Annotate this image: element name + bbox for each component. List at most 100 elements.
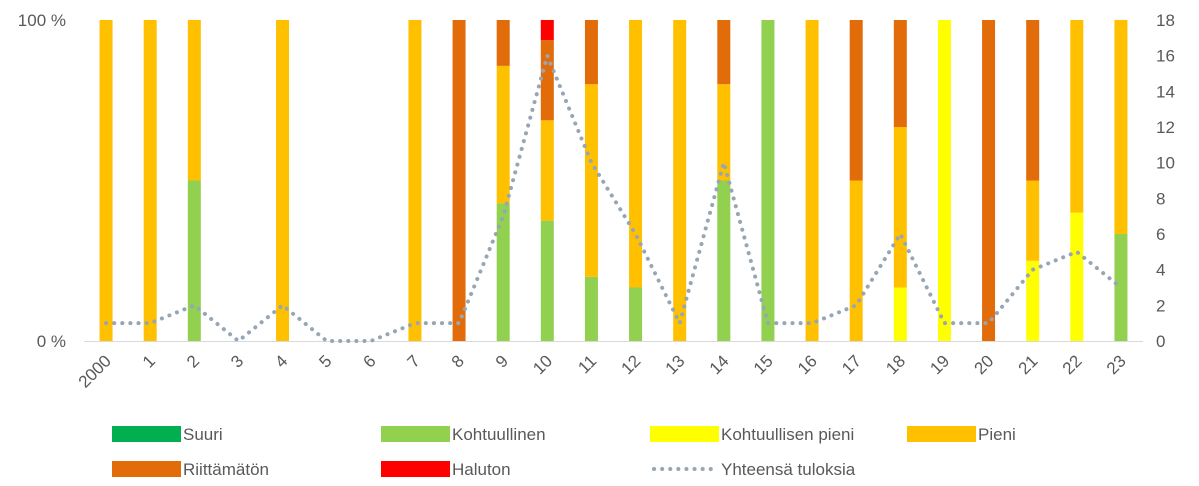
legend-label: Kohtuullinen [452, 425, 546, 444]
legend-entry: Yhteensä tuloksia [652, 460, 856, 479]
right-tick-label: 14 [1156, 82, 1175, 101]
bar-segment [717, 20, 731, 85]
x-tick-label: 13 [662, 351, 689, 378]
right-tick-label: 10 [1156, 154, 1175, 173]
right-tick-label: 4 [1156, 261, 1165, 280]
x-tick-label: 18 [882, 351, 909, 378]
bar-segment [1070, 212, 1084, 341]
bars-layer [99, 20, 1128, 342]
right-tick-label: 16 [1156, 47, 1175, 66]
left-axis-ticks: 100 % 0 % [18, 11, 66, 351]
legend: Suuri Kohtuullinen Kohtuullisen pieni Pieni… [112, 425, 1016, 479]
x-tick-label: 2000 [75, 351, 115, 391]
legend-entry: Suuri [112, 425, 223, 444]
legend-entry: Kohtuullisen pieni [650, 425, 854, 444]
x-tick-label: 14 [706, 351, 733, 378]
legend-entry: Kohtuullinen [381, 425, 546, 444]
right-tick-label: 2 [1156, 296, 1165, 315]
bar-segment [584, 276, 598, 341]
legend-label: Yhteensä tuloksia [721, 460, 856, 479]
bar-segment [143, 20, 157, 341]
x-tick-label: 19 [926, 351, 953, 378]
x-tick-label: 6 [360, 351, 380, 371]
x-tick-label: 9 [492, 351, 512, 371]
x-tick-label: 8 [448, 351, 468, 371]
x-tick-label: 20 [971, 351, 998, 378]
legend-swatch [381, 426, 450, 442]
legend-entry: Riittämätön [112, 460, 269, 479]
x-tick-label: 10 [529, 351, 556, 378]
x-tick-label: 16 [794, 351, 821, 378]
bar-segment [893, 287, 907, 341]
bar-segment [1026, 20, 1040, 181]
bar-segment [893, 127, 907, 288]
bar-segment [408, 20, 422, 341]
total-line-layer [104, 53, 1123, 343]
legend-label: Pieni [978, 425, 1016, 444]
bar-segment [187, 20, 201, 181]
right-axis-ticks: 0 2 4 6 8 10 12 14 16 18 [1156, 11, 1175, 351]
bar-segment [452, 20, 466, 341]
right-tick-label: 8 [1156, 189, 1165, 208]
bar-segment [99, 20, 113, 341]
x-tick-label: 15 [750, 351, 777, 378]
bar-segment [1026, 180, 1040, 261]
bar-segment [496, 65, 510, 204]
bar-segment [805, 20, 819, 341]
bar-segment [540, 120, 554, 221]
legend-swatch [112, 426, 181, 442]
legend-label: Kohtuullisen pieni [721, 425, 854, 444]
right-tick-label: 0 [1156, 332, 1165, 351]
legend-swatch [650, 426, 719, 442]
legend-swatch [112, 461, 181, 477]
bar-segment [584, 84, 598, 277]
legend-label: Haluton [452, 460, 511, 479]
x-tick-label: 17 [838, 351, 865, 378]
x-tick-label: 23 [1103, 351, 1130, 378]
total-line [104, 53, 1123, 343]
bar-segment [893, 20, 907, 127]
x-tick-label: 21 [1015, 351, 1042, 378]
bar-segment [1114, 234, 1128, 341]
bar-segment [1026, 260, 1040, 341]
legend-swatch [907, 426, 976, 442]
bar-segment [937, 20, 951, 341]
bar-segment [849, 20, 863, 181]
x-tick-label: 5 [315, 351, 335, 371]
bar-segment [849, 180, 863, 341]
x-tick-label: 4 [271, 351, 291, 371]
bar-segment [496, 203, 510, 341]
bar-segment [187, 180, 201, 341]
bar-segment [1114, 20, 1128, 234]
x-tick-label: 12 [618, 351, 645, 378]
bar-segment [717, 180, 731, 341]
x-tick-label: 7 [404, 351, 424, 371]
legend-entry: Pieni [907, 425, 1016, 444]
bar-segment [982, 20, 996, 341]
legend-label: Riittämätön [183, 460, 269, 479]
x-axis-ticks: 2000 1 2 3 4 5 6 7 8 9 10 11 12 13 14 15 16 17 18 19 20 21 22 2… [75, 351, 1130, 391]
legend-entry: Haluton [381, 460, 511, 479]
bar-segment [540, 40, 554, 121]
right-tick-label: 12 [1156, 118, 1175, 137]
bar-segment [717, 84, 731, 181]
x-tick-label: 22 [1059, 351, 1086, 378]
x-tick-label: 11 [574, 351, 600, 377]
bar-segment [496, 20, 510, 66]
x-tick-label: 3 [227, 351, 247, 371]
bar-segment [584, 20, 598, 85]
right-tick-label: 6 [1156, 225, 1165, 244]
left-tick-label: 100 % [18, 11, 66, 30]
bar-segment [629, 287, 643, 341]
left-tick-label: 0 % [37, 332, 66, 351]
legend-label: Suuri [183, 425, 223, 444]
x-tick-label: 2 [183, 351, 203, 371]
bar-segment [673, 20, 687, 341]
legend-swatch [381, 461, 450, 477]
bar-segment [1070, 20, 1084, 213]
bar-segment [761, 20, 775, 341]
bar-segment [629, 20, 643, 288]
bar-segment [276, 20, 290, 341]
right-tick-label: 18 [1156, 11, 1175, 30]
